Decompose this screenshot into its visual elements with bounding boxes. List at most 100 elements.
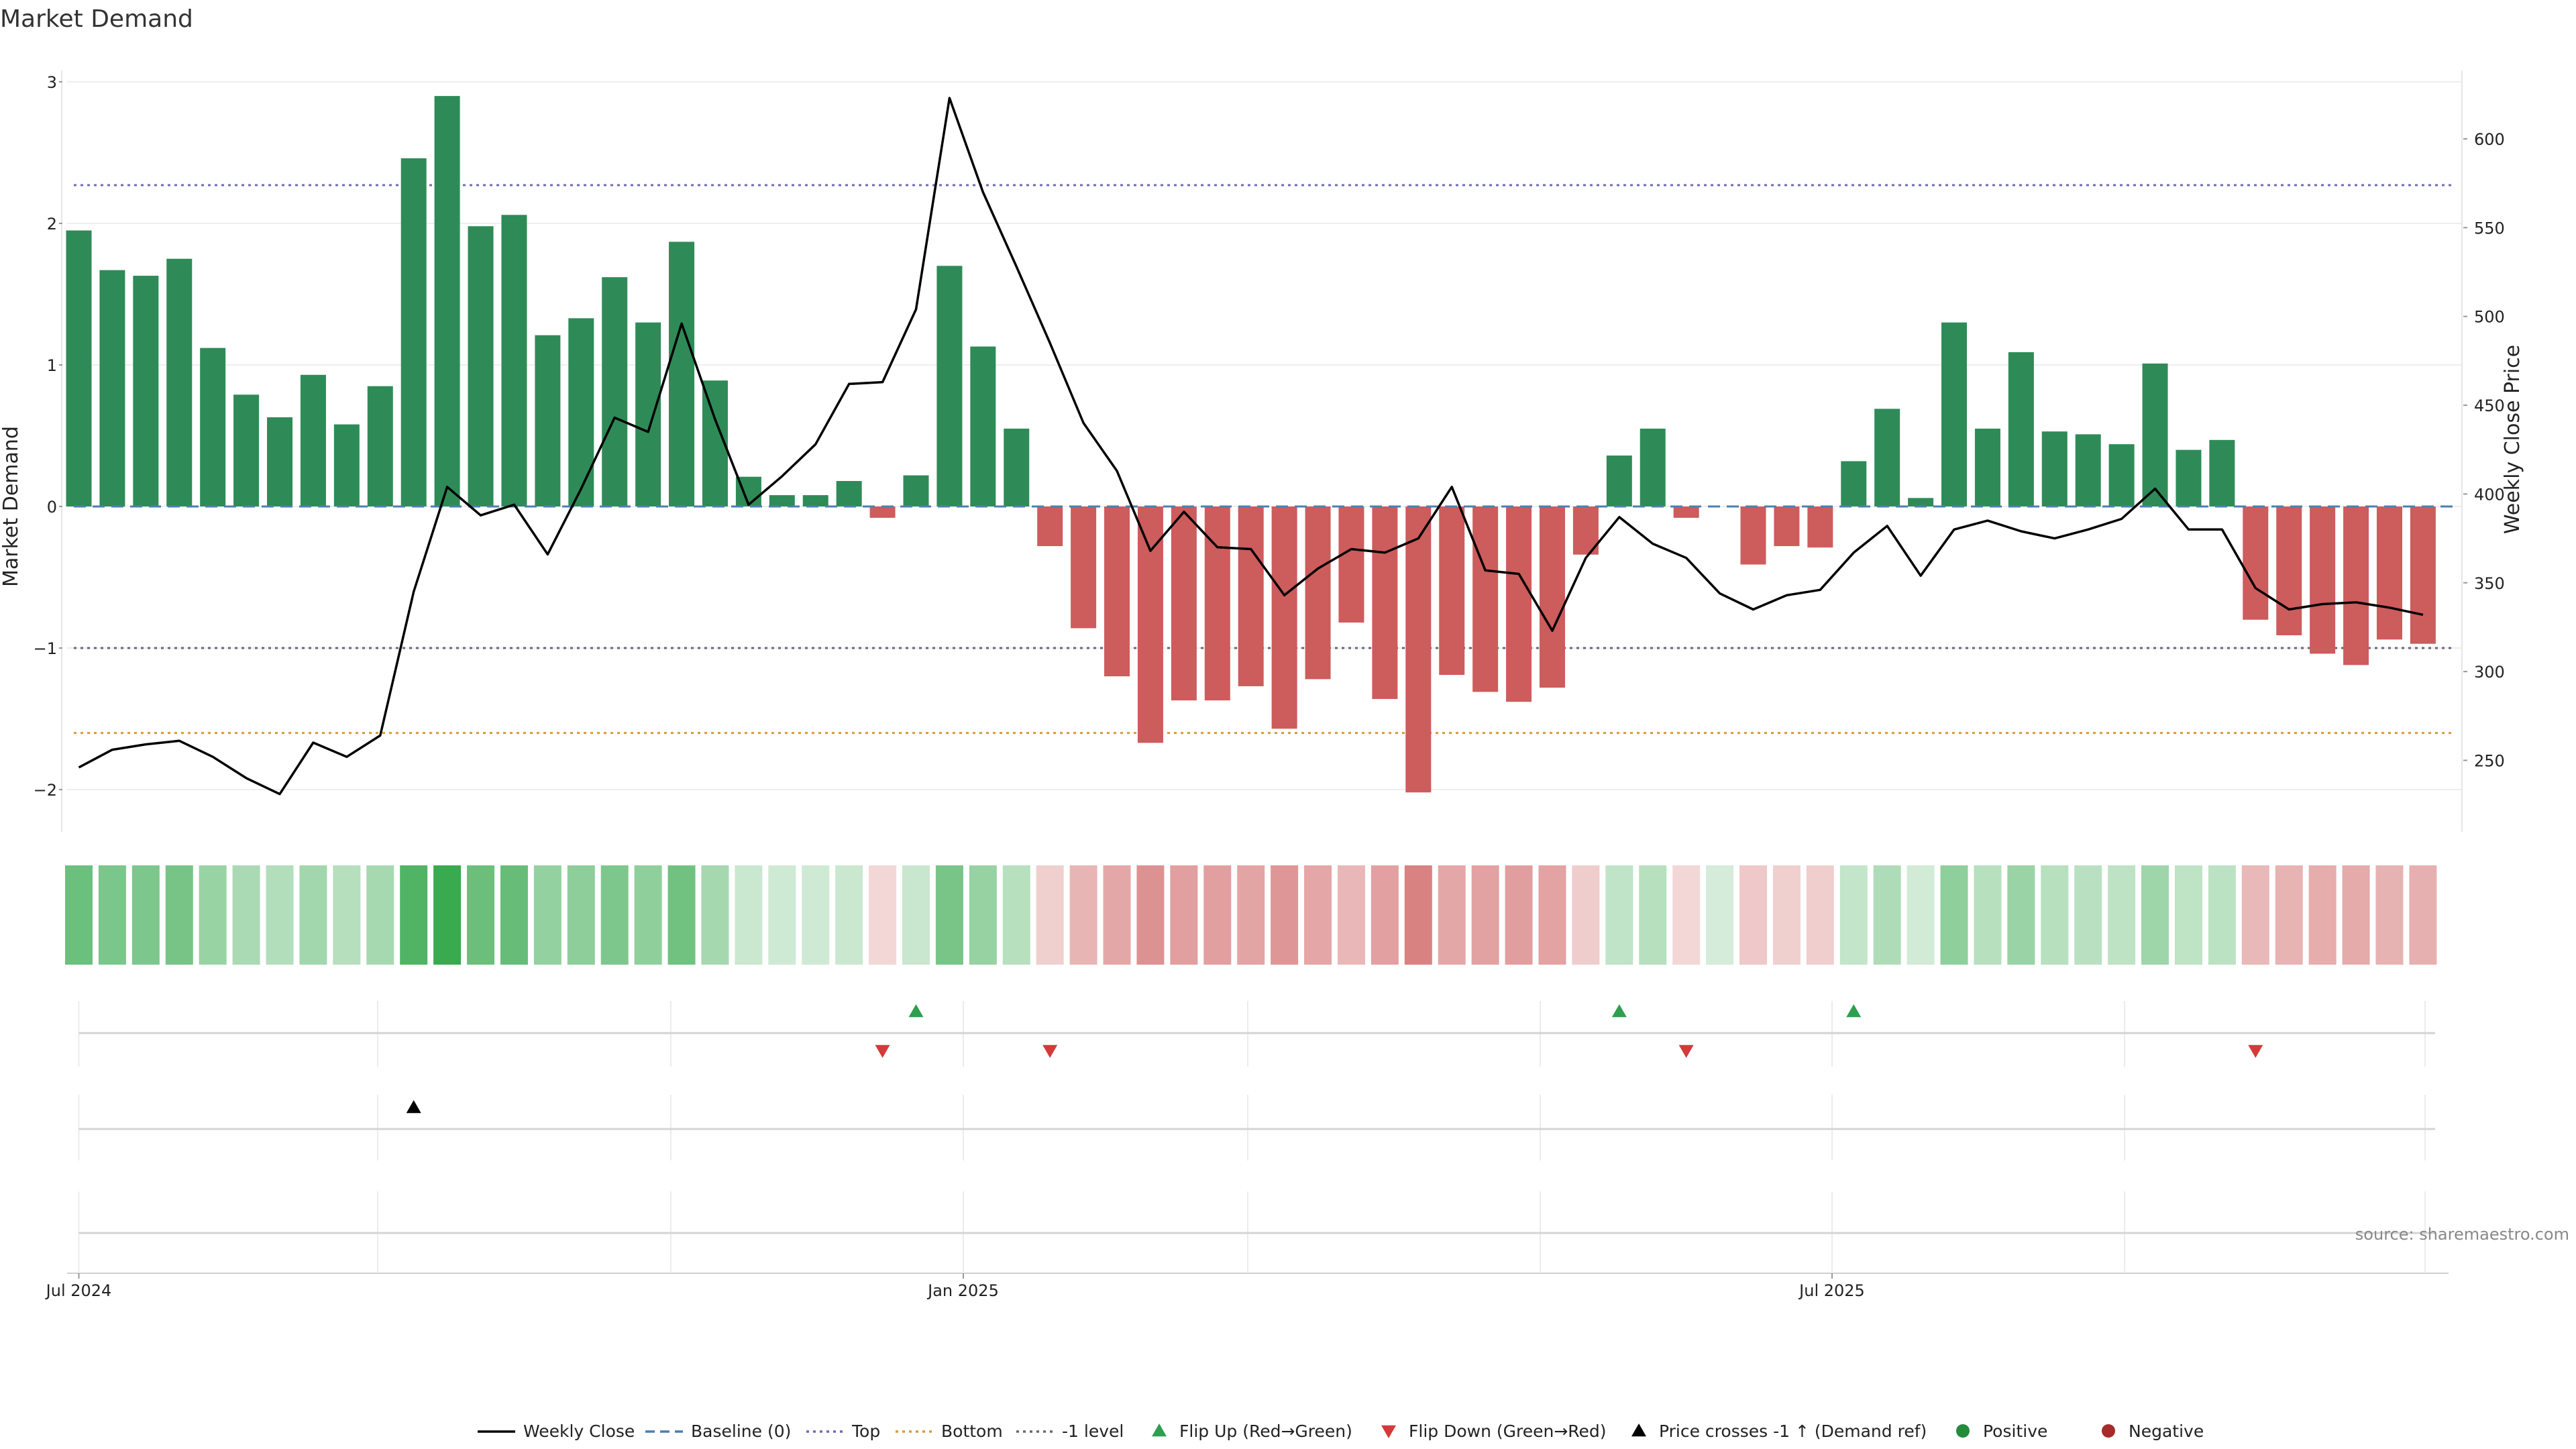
- heat-cell: [735, 865, 763, 965]
- heat-cell: [869, 865, 897, 965]
- demand-bar: [2008, 352, 2034, 506]
- demand-bar: [1841, 461, 1867, 506]
- heat-cell: [902, 865, 930, 965]
- legend-label: Flip Up (Red→Green): [1179, 1421, 1352, 1441]
- heat-cell: [2141, 865, 2169, 965]
- flip-up-marker: [1611, 1004, 1627, 1018]
- demand-bar: [1874, 409, 1900, 506]
- demand-bar: [2276, 506, 2302, 636]
- heat-cell: [2007, 865, 2035, 965]
- demand-bar: [1137, 506, 1163, 743]
- demand-bar: [1506, 506, 1532, 702]
- heat-cell: [701, 865, 729, 965]
- demand-bar: [1941, 322, 1968, 506]
- demand-bar: [166, 258, 193, 506]
- legend-item: Baseline (0): [645, 1421, 791, 1441]
- heat-cell: [299, 865, 327, 965]
- legend-item: Negative: [2102, 1421, 2204, 1441]
- heat-cell: [2308, 865, 2337, 965]
- x-tick-label: Jul 2024: [45, 1281, 112, 1300]
- heat-cell: [1839, 865, 1868, 965]
- legend-swatch: [1381, 1425, 1396, 1438]
- legend-swatch: [1956, 1424, 1970, 1438]
- demand-bar: [501, 215, 527, 506]
- demand-bar: [1405, 506, 1432, 793]
- demand-bar: [1372, 506, 1398, 699]
- demand-bar: [802, 495, 828, 506]
- demand-bar: [2343, 506, 2369, 665]
- heat-cell: [1806, 865, 1834, 965]
- heat-cell: [1672, 865, 1701, 965]
- right-y-axis-label: Weekly Close Price: [2501, 345, 2524, 534]
- heat-cell: [1136, 865, 1165, 965]
- demand-bar: [602, 277, 628, 506]
- demand-bar: [769, 495, 795, 506]
- heat-cell: [1069, 865, 1097, 965]
- demand-bar: [300, 374, 326, 506]
- heat-cell: [199, 865, 227, 965]
- heat-cell: [1907, 865, 1935, 965]
- demand-bar: [233, 394, 260, 506]
- left-tick-label: 3: [47, 73, 57, 92]
- left-tick-label: 2: [47, 215, 57, 233]
- heat-cell: [533, 865, 561, 965]
- chart-title: Market Demand: [0, 5, 193, 33]
- heat-cell: [98, 865, 126, 965]
- heat-cell: [600, 865, 629, 965]
- heat-cell: [2074, 865, 2102, 965]
- heat-cell: [1873, 865, 1901, 965]
- demand-bar: [2142, 363, 2168, 506]
- right-tick-label: 550: [2474, 219, 2505, 237]
- heat-cell: [2108, 865, 2136, 965]
- heat-cell: [433, 865, 462, 965]
- demand-bar: [333, 424, 360, 506]
- legend-label: Weekly Close: [523, 1421, 635, 1441]
- heat-cell: [1170, 865, 1198, 965]
- heat-cell: [1438, 865, 1466, 965]
- price-cross-marker: [406, 1100, 421, 1114]
- legend-item: Positive: [1956, 1421, 2047, 1441]
- heat-cell: [467, 865, 495, 965]
- demand-bar: [1439, 506, 1465, 676]
- demand-bar: [200, 347, 226, 506]
- left-tick-label: 1: [47, 356, 57, 375]
- demand-bar: [2410, 506, 2436, 644]
- demand-bar: [1539, 506, 1565, 688]
- heat-cell: [969, 865, 997, 965]
- heat-cell: [1471, 865, 1499, 965]
- heat-cell: [266, 865, 294, 965]
- heat-cell: [802, 865, 830, 965]
- demand-bar: [2108, 444, 2135, 506]
- demand-bar: [869, 506, 896, 518]
- flip-up-marker: [1846, 1004, 1862, 1018]
- demand-bar: [1472, 506, 1499, 692]
- legend-label: Flip Down (Green→Red): [1409, 1421, 1607, 1441]
- heat-cell: [2275, 865, 2303, 965]
- demand-bar: [1171, 506, 1197, 701]
- legend-label: Negative: [2129, 1421, 2204, 1441]
- heat-cell: [935, 865, 963, 965]
- heat-cell: [232, 865, 260, 965]
- demand-bar: [1774, 506, 1800, 547]
- demand-bar: [2310, 506, 2336, 654]
- x-axis-ticks: Jul 2024 Jan 2025 Jul 2025: [45, 1273, 2449, 1300]
- heat-cell: [2174, 865, 2202, 965]
- legend-swatch: [1152, 1424, 1167, 1437]
- heat-cell: [1371, 865, 1399, 965]
- heat-cell: [1974, 865, 2002, 965]
- demand-bar: [936, 266, 963, 506]
- demand-bar: [1104, 506, 1130, 677]
- demand-bar: [367, 386, 393, 506]
- demand-bar: [1204, 506, 1230, 701]
- heat-cell: [1036, 865, 1064, 965]
- heat-cell: [667, 865, 696, 965]
- heat-cell: [2041, 865, 2069, 965]
- heat-cell: [1002, 865, 1030, 965]
- demand-bar: [400, 158, 427, 506]
- right-tick-label: 350: [2474, 574, 2505, 593]
- demand-heat-strip: [65, 865, 2437, 965]
- demand-bar: [2243, 506, 2269, 620]
- demand-bar: [836, 481, 862, 506]
- legend-label: Positive: [1983, 1421, 2047, 1441]
